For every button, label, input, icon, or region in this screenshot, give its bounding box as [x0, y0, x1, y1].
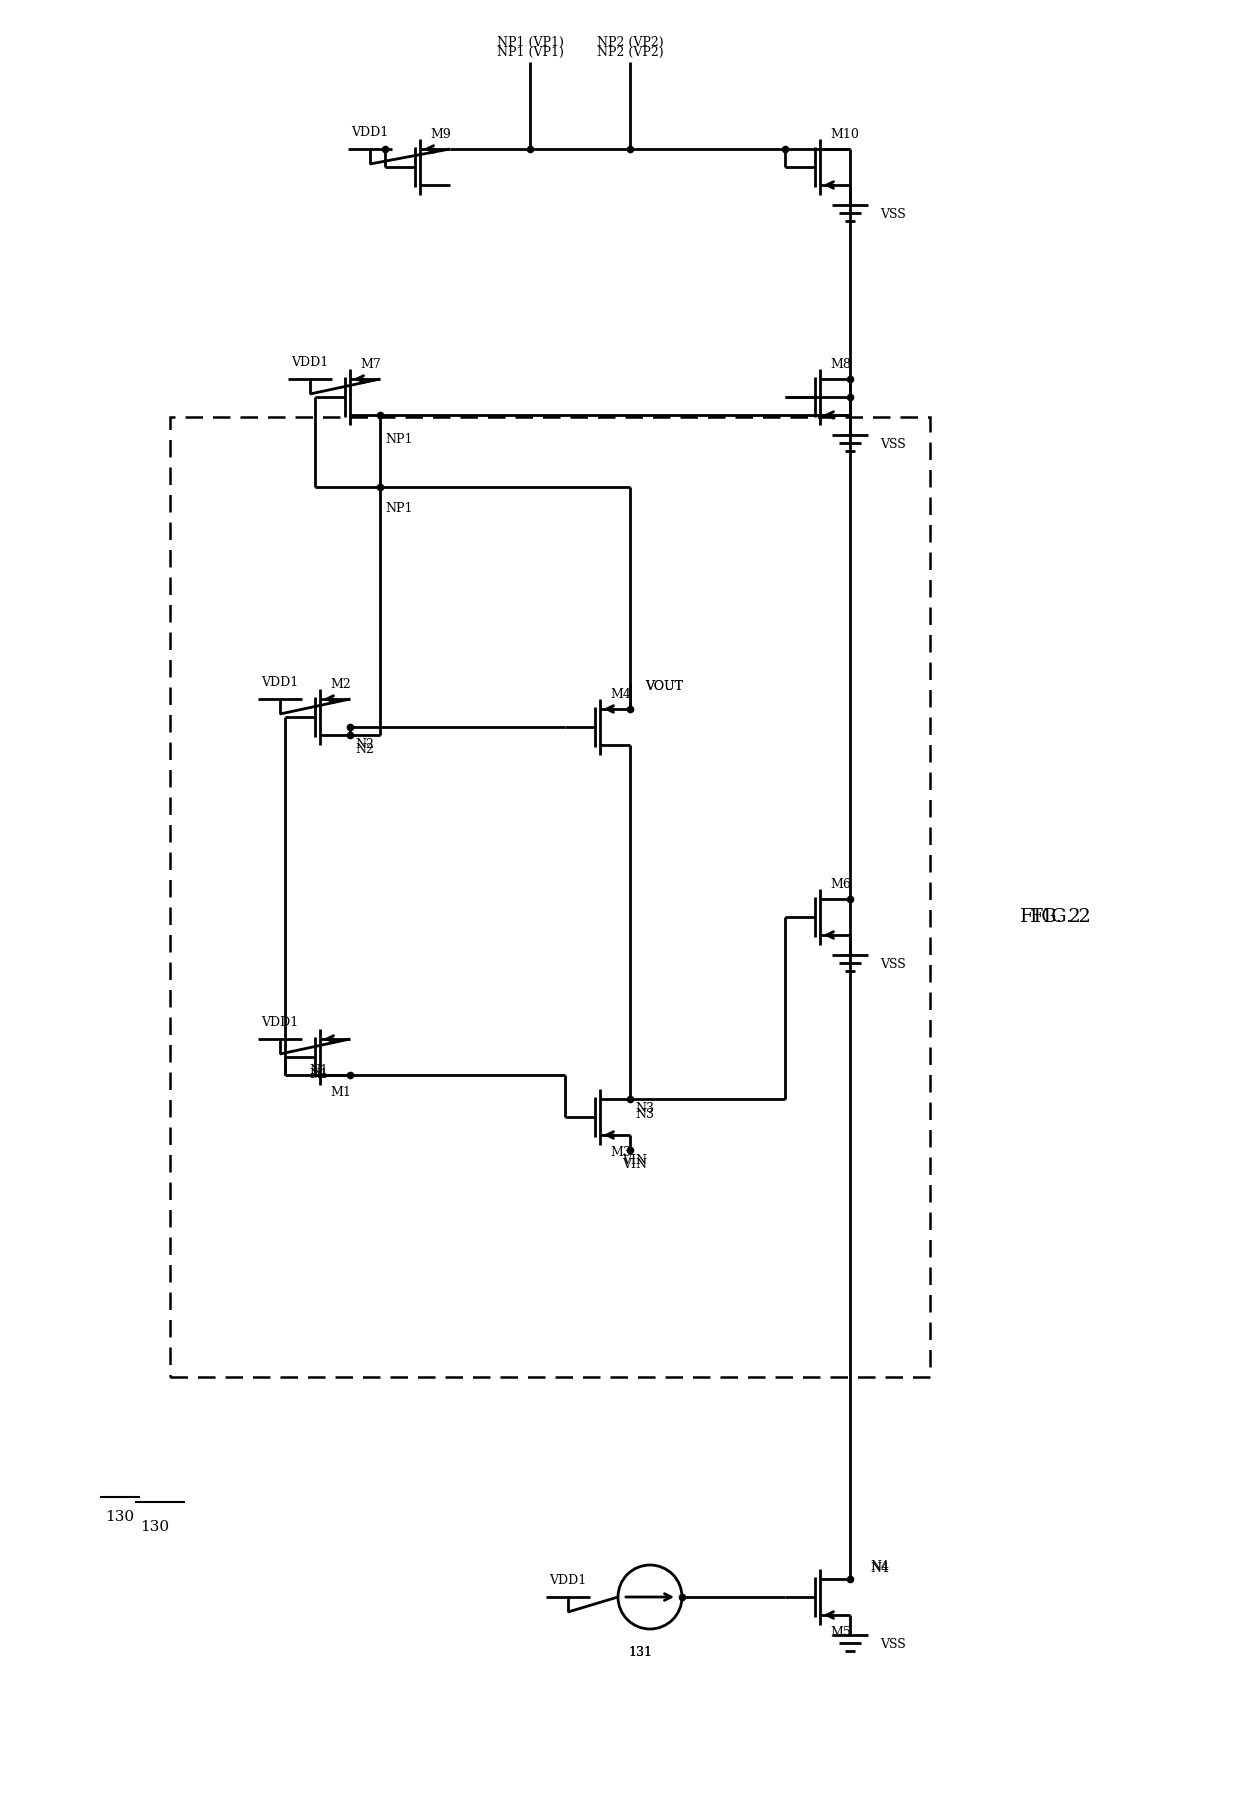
Text: VOUT: VOUT: [645, 681, 683, 694]
Text: NP1 (VP1): NP1 (VP1): [496, 45, 563, 59]
Text: N1: N1: [309, 1069, 329, 1082]
Text: N2: N2: [355, 739, 374, 751]
Text: 131: 131: [627, 1646, 652, 1659]
Text: VDD1: VDD1: [262, 676, 299, 688]
Text: VIN: VIN: [622, 1159, 647, 1172]
Text: FIG. 2: FIG. 2: [1019, 907, 1080, 925]
Text: NP2 (VP2): NP2 (VP2): [596, 45, 663, 59]
Text: VOUT: VOUT: [645, 681, 683, 694]
Text: FIG. 2: FIG. 2: [1029, 907, 1090, 925]
Text: N3: N3: [635, 1107, 653, 1121]
Text: VIN: VIN: [622, 1154, 647, 1166]
Text: M1: M1: [330, 1085, 351, 1098]
Text: N1: N1: [309, 1064, 329, 1076]
Text: VDD1: VDD1: [262, 1015, 299, 1030]
Text: 130: 130: [140, 1520, 169, 1535]
Text: NP1: NP1: [384, 433, 413, 446]
Text: 131: 131: [627, 1646, 652, 1659]
Text: VSS: VSS: [880, 438, 905, 451]
Text: VDD1: VDD1: [351, 126, 388, 138]
Bar: [170, 417, 930, 1377]
Text: M8: M8: [830, 358, 851, 372]
Text: M3: M3: [610, 1145, 631, 1159]
Text: 130: 130: [105, 1509, 135, 1524]
Text: M2: M2: [330, 679, 351, 692]
Text: M10: M10: [830, 129, 859, 142]
Text: VDD1: VDD1: [291, 356, 329, 368]
Text: N3: N3: [635, 1103, 653, 1116]
Text: NP1 (VP1): NP1 (VP1): [496, 36, 563, 49]
Text: N2: N2: [355, 744, 374, 757]
Text: VSS: VSS: [880, 958, 905, 972]
Text: N4: N4: [870, 1563, 889, 1576]
Text: VSS: VSS: [880, 1639, 905, 1651]
Text: NP2 (VP2): NP2 (VP2): [596, 36, 663, 49]
Text: M5: M5: [830, 1626, 851, 1639]
Text: NP1: NP1: [384, 503, 413, 516]
Text: M6: M6: [830, 879, 851, 891]
Text: N4: N4: [870, 1560, 889, 1574]
Text: VSS: VSS: [880, 208, 905, 221]
Text: M4: M4: [610, 688, 631, 701]
Text: M7: M7: [360, 358, 381, 372]
Text: VDD1: VDD1: [549, 1574, 587, 1587]
Text: M9: M9: [430, 129, 451, 142]
